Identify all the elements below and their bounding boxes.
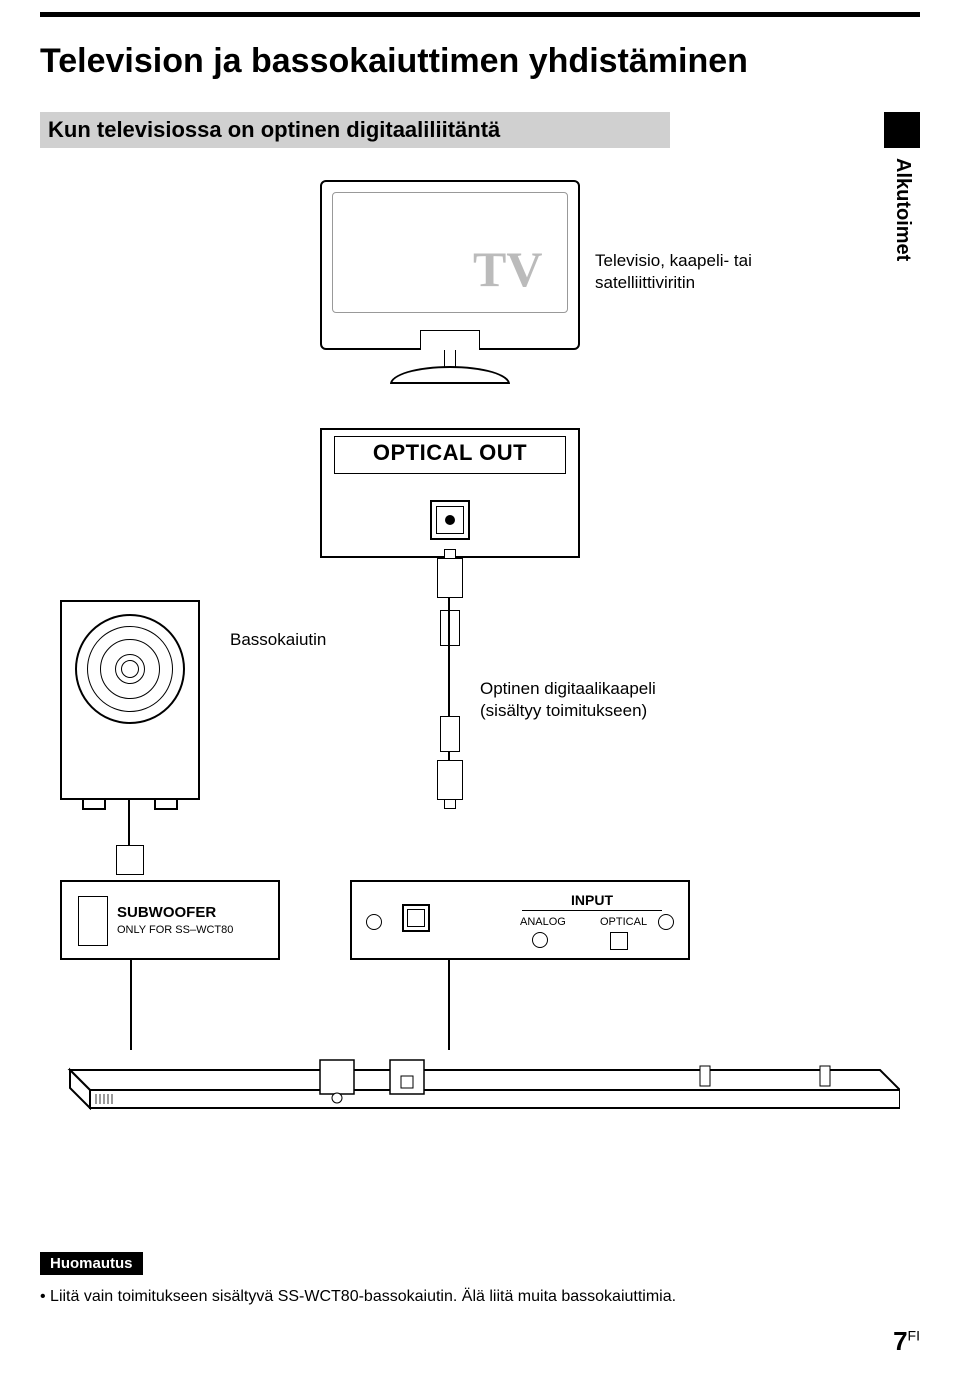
cable-label-line2: (sisältyy toimitukseen) xyxy=(480,701,647,720)
page-lang: FI xyxy=(908,1327,920,1343)
optical-out-label: OPTICAL OUT xyxy=(322,440,578,466)
panel-optical-port-left xyxy=(402,904,430,932)
top-rule xyxy=(40,12,920,17)
optical-port-icon xyxy=(430,500,470,540)
subwoofer-port-icon xyxy=(78,896,108,946)
tv-caption: Televisio, kaapeli- tai satelliittivirit… xyxy=(595,250,845,294)
analog-label: ANALOG xyxy=(520,916,566,928)
cable-plug-bottom xyxy=(437,760,463,800)
subtitle: Kun televisiossa on optinen digitaalilii… xyxy=(40,112,670,148)
subwoofer-input-panel: SUBWOOFER ONLY FOR SS–WCT80 xyxy=(60,880,280,960)
page-number: 7FI xyxy=(893,1326,920,1357)
tv-stand xyxy=(420,350,480,384)
soundbar-icon xyxy=(60,1050,900,1110)
analog-port-icon xyxy=(532,932,548,948)
cable-plug-top xyxy=(437,558,463,598)
cable-sleeve-top xyxy=(440,610,460,646)
page-title: Television ja bassokaiuttimen yhdistämin… xyxy=(40,42,748,81)
input-section-label: INPUT xyxy=(522,892,662,911)
page-number-value: 7 xyxy=(893,1326,907,1356)
tv-port xyxy=(420,330,480,350)
subwoofer-port-label: SUBWOOFER xyxy=(117,904,216,921)
side-tab-marker xyxy=(884,112,920,148)
tv-text-label: TV xyxy=(473,240,542,298)
screw-icon xyxy=(658,914,674,930)
optical-port-icon-small xyxy=(610,932,628,950)
cable-sleeve-bottom xyxy=(440,716,460,752)
subwoofer-icon xyxy=(60,600,200,800)
connection-line-left xyxy=(130,960,132,1050)
cable-label: Optinen digitaalikaapeli (sisältyy toimi… xyxy=(480,678,656,722)
optical-label: OPTICAL xyxy=(600,916,647,928)
note-badge: Huomautus xyxy=(40,1252,143,1275)
optical-out-panel: OPTICAL OUT xyxy=(320,428,580,558)
connection-diagram: TV Televisio, kaapeli- tai satelliittivi… xyxy=(40,160,920,1210)
subwoofer-label: Bassokaiutin xyxy=(230,630,326,650)
input-panel: INPUT ANALOG OPTICAL xyxy=(350,880,690,960)
note-text: Liitä vain toimitukseen sisältyvä SS-WCT… xyxy=(40,1288,676,1306)
cable-label-line1: Optinen digitaalikaapeli xyxy=(480,679,656,698)
screw-icon xyxy=(366,914,382,930)
connection-line-right xyxy=(448,960,450,1050)
subtitle-row: Kun televisiossa on optinen digitaalilii… xyxy=(40,112,920,148)
subwoofer-port-note: ONLY FOR SS–WCT80 xyxy=(117,924,233,936)
subwoofer-plug xyxy=(116,845,144,875)
